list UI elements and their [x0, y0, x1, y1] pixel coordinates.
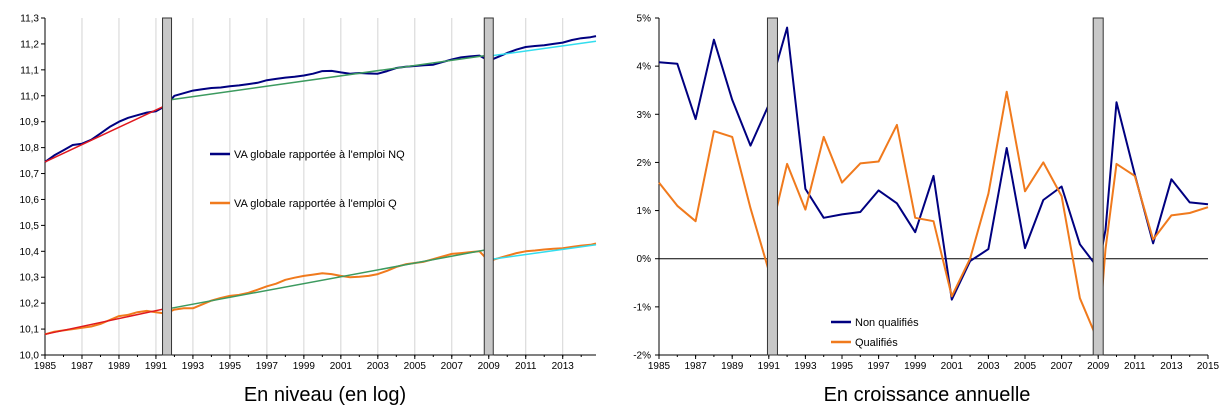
legend-label: Non qualifiés	[855, 317, 919, 329]
trend-line-green	[170, 54, 486, 101]
y-tick-label: 10,4	[20, 247, 40, 258]
x-tick-label: 1997	[256, 361, 279, 372]
x-tick-label: 1997	[867, 361, 890, 372]
y-tick-label: -2%	[633, 351, 651, 362]
x-tick-label: 1985	[648, 361, 671, 372]
x-tick-label: 2005	[1014, 361, 1037, 372]
x-tick-label: 1993	[182, 361, 205, 372]
x-tick-label: 1985	[34, 361, 57, 372]
x-tick-label: 2013	[552, 361, 575, 372]
y-tick-label: 11,3	[20, 14, 39, 25]
trend-line-green	[170, 249, 486, 310]
trend-line-red	[44, 104, 168, 163]
x-tick-label: 1991	[145, 361, 168, 372]
x-tick-label: 1995	[219, 361, 242, 372]
y-tick-label: 2%	[637, 158, 652, 169]
y-tick-label: 3%	[637, 110, 652, 121]
trend-line-cyan	[492, 244, 597, 260]
x-tick-label: 1999	[904, 361, 927, 372]
series-line-navy	[658, 26, 1209, 301]
x-tick-label: 2005	[404, 361, 427, 372]
break-period-bar	[162, 17, 173, 356]
x-tick-label: 2003	[977, 361, 1000, 372]
y-tick-label: 4%	[637, 62, 652, 73]
y-tick-label: 10,9	[20, 117, 40, 128]
x-tick-label: 1993	[794, 361, 817, 372]
y-tick-label: 5%	[637, 14, 652, 25]
chart-caption: En croissance annuelle	[824, 384, 1031, 406]
series-line-orange	[44, 242, 597, 336]
legend-label: Qualifiés	[855, 337, 898, 349]
x-tick-label: 1995	[831, 361, 854, 372]
x-tick-label: 1989	[721, 361, 744, 372]
series-line-navy	[44, 35, 597, 163]
x-tick-label: 2003	[367, 361, 390, 372]
y-tick-label: 11,0	[20, 91, 39, 102]
x-tick-label: 2009	[478, 361, 501, 372]
x-tick-label: 2011	[1124, 361, 1146, 372]
x-tick-label: 2009	[1087, 361, 1110, 372]
x-tick-label: 2011	[515, 361, 537, 372]
y-tick-label: 11,2	[20, 39, 39, 50]
y-tick-label: 10,8	[20, 143, 40, 154]
x-tick-label: 1989	[108, 361, 131, 372]
y-tick-label: 11,1	[20, 65, 39, 76]
legend-label: VA globale rapportée à l'emploi NQ	[234, 149, 405, 161]
x-tick-label: 2007	[1050, 361, 1073, 372]
break-period-bar	[766, 17, 778, 356]
x-tick-label: 1987	[71, 361, 94, 372]
y-tick-label: 0%	[637, 254, 652, 265]
legend-label: VA globale rapportée à l'emploi Q	[234, 198, 397, 210]
y-tick-label: 1%	[637, 206, 652, 217]
y-tick-label: 10,6	[20, 195, 40, 206]
trend-line-cyan	[492, 40, 597, 57]
chart-caption: En niveau (en log)	[244, 384, 406, 406]
series-line-orange	[658, 90, 1209, 343]
x-tick-label: 1991	[758, 361, 781, 372]
y-tick-label: 10,7	[20, 169, 40, 180]
break-period-bar	[483, 17, 494, 356]
x-tick-label: 2001	[330, 361, 353, 372]
y-tick-label: 10,5	[20, 221, 40, 232]
trend-line-red	[44, 307, 168, 336]
x-tick-label: 2001	[941, 361, 964, 372]
y-tick-label: 10,0	[20, 351, 40, 362]
y-tick-label: -1%	[633, 302, 651, 313]
x-tick-label: 2013	[1160, 361, 1183, 372]
x-tick-label: 1999	[293, 361, 316, 372]
x-tick-label: 2015	[1197, 361, 1220, 372]
y-tick-label: 10,1	[20, 325, 40, 336]
x-tick-label: 2007	[441, 361, 464, 372]
break-period-bar	[1092, 17, 1104, 356]
x-tick-label: 1987	[684, 361, 707, 372]
y-tick-label: 10,3	[20, 273, 40, 284]
y-tick-label: 10,2	[20, 299, 40, 310]
